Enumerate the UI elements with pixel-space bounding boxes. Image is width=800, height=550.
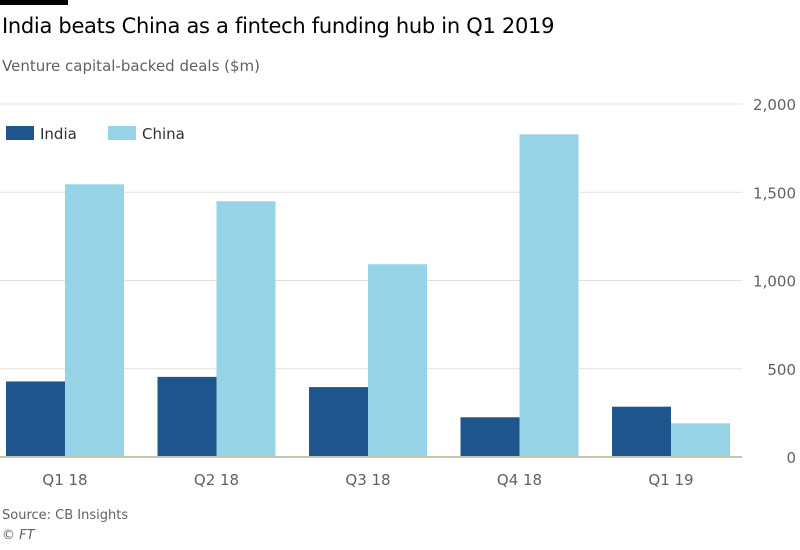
x-tick-label: Q2 18 [194,471,239,489]
chart-subtitle: Venture capital-backed deals ($m) [2,57,261,75]
bar-india-q4-18 [460,417,520,457]
legend-label: India [40,125,77,143]
x-tick-label: Q3 18 [345,471,390,489]
x-tick-label: Q1 19 [648,471,693,489]
x-tick-label: Q1 18 [42,471,87,489]
y-tick-label: 1,000 [753,273,796,291]
bar-india-q1-18 [6,381,65,457]
legend-label: China [142,125,185,143]
bar-china-q1-19 [671,423,730,457]
x-tick-label: Q4 18 [497,471,542,489]
bar-india-q3-18 [309,387,368,457]
chart-title: India beats China as a fintech funding h… [2,14,555,38]
bar-china-q3-18 [368,264,427,457]
bar-china-q2-18 [216,201,276,457]
ft-credit: © FT [2,528,35,543]
y-tick-label: 500 [767,361,796,379]
legend-swatch-india [6,126,34,140]
bar-china-q1-18 [65,184,124,457]
source-note: Source: CB Insights [2,508,129,523]
ft-top-bar [0,0,68,5]
legend-swatch-china [108,126,136,140]
bar-india-q2-18 [157,376,217,457]
bar-india-q1-19 [612,406,671,457]
y-tick-label: 2,000 [753,96,796,114]
y-tick-label: 0 [786,449,796,467]
y-tick-label: 1,500 [753,184,796,202]
bar-china-q4-18 [519,134,579,457]
